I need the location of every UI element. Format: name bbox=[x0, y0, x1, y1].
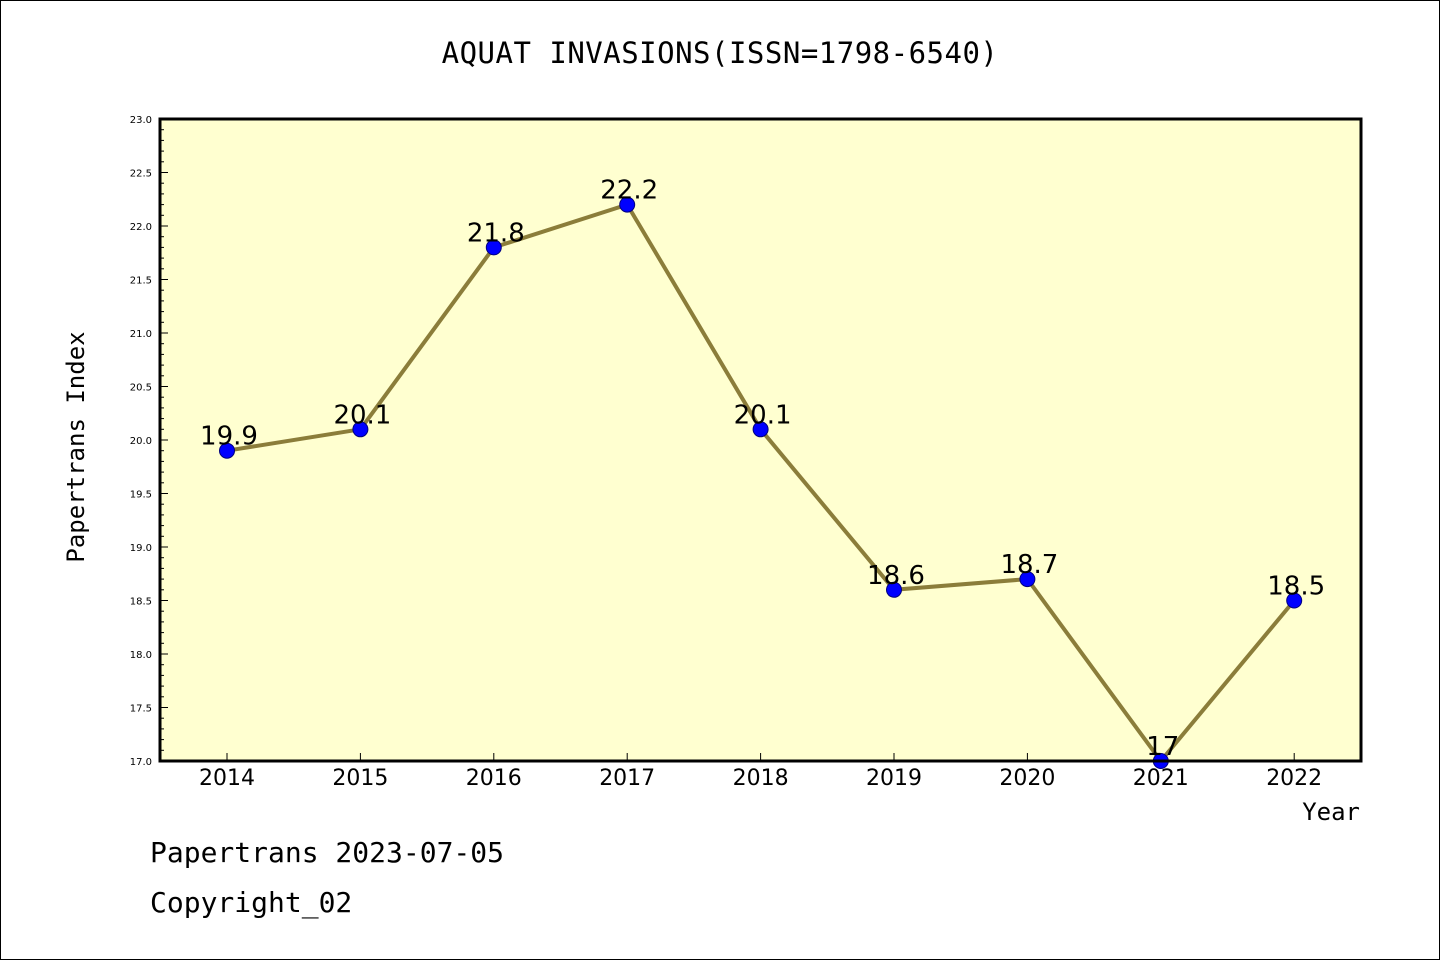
y-tick-label: 17.5 bbox=[130, 704, 152, 715]
footer-date-line: Papertrans 2023-07-05 bbox=[150, 836, 505, 869]
data-label: 21.8 bbox=[467, 218, 525, 248]
data-point bbox=[1286, 592, 1303, 609]
footer-copyright: Copyright_02 bbox=[150, 886, 353, 919]
data-labels: 19.9 20.1 21.8 22.2 20.1 18.6 18.7 17 18.5 bbox=[200, 176, 1325, 762]
x-tick-label: 2015 bbox=[332, 766, 388, 791]
y-tick-label: 21.5 bbox=[130, 276, 152, 287]
y-tick-label: 22.5 bbox=[130, 169, 152, 180]
y-tick-label: 19.5 bbox=[130, 490, 152, 501]
data-label: 22.2 bbox=[600, 176, 658, 206]
x-tick-label: 2021 bbox=[1133, 766, 1189, 791]
x-tick-label: 2020 bbox=[999, 766, 1055, 791]
y-tick-label: 18.0 bbox=[130, 650, 152, 661]
y-tick-label: 20.0 bbox=[130, 436, 152, 447]
y-axis-label: Papertrans Index bbox=[62, 331, 90, 562]
y-tick-label: 19.0 bbox=[130, 543, 152, 554]
y-tick-label: 20.5 bbox=[130, 383, 152, 394]
y-tick-label: 18.5 bbox=[130, 597, 152, 608]
data-label: 17 bbox=[1146, 732, 1179, 762]
data-label: 20.1 bbox=[734, 400, 792, 430]
x-tick-label: 2018 bbox=[733, 766, 789, 791]
data-point bbox=[619, 196, 636, 213]
data-label: 18.6 bbox=[867, 561, 925, 591]
x-tick-label: 2019 bbox=[866, 766, 922, 791]
chart-title: AQUAT INVASIONS(ISSN=1798-6540) bbox=[441, 36, 999, 70]
y-tick-label: 17.0 bbox=[130, 757, 152, 768]
plot-area bbox=[160, 119, 1361, 761]
x-axis-ticks: 2014 2015 2016 2017 2018 2019 2020 2021 2022 bbox=[199, 753, 1322, 791]
data-point bbox=[886, 581, 902, 598]
y-tick-label: 21.0 bbox=[130, 329, 152, 340]
data-point bbox=[1019, 571, 1036, 588]
x-axis-label: Year bbox=[1302, 798, 1360, 826]
data-label: 20.1 bbox=[333, 400, 391, 430]
data-point bbox=[752, 421, 769, 438]
data-label: 18.7 bbox=[1000, 550, 1058, 580]
x-tick-label: 2017 bbox=[599, 766, 655, 791]
data-point bbox=[485, 239, 502, 256]
y-tick-label: 23.0 bbox=[130, 115, 152, 126]
plot-border bbox=[158, 117, 1363, 763]
data-point bbox=[352, 421, 369, 438]
data-label: 18.5 bbox=[1267, 572, 1325, 602]
data-point bbox=[219, 442, 235, 459]
y-tick-label: 22.0 bbox=[130, 222, 152, 233]
x-tick-label: 2014 bbox=[199, 766, 255, 791]
x-tick-label: 2022 bbox=[1266, 766, 1322, 791]
data-label: 19.9 bbox=[200, 422, 258, 452]
x-tick-label: 2016 bbox=[466, 766, 522, 791]
